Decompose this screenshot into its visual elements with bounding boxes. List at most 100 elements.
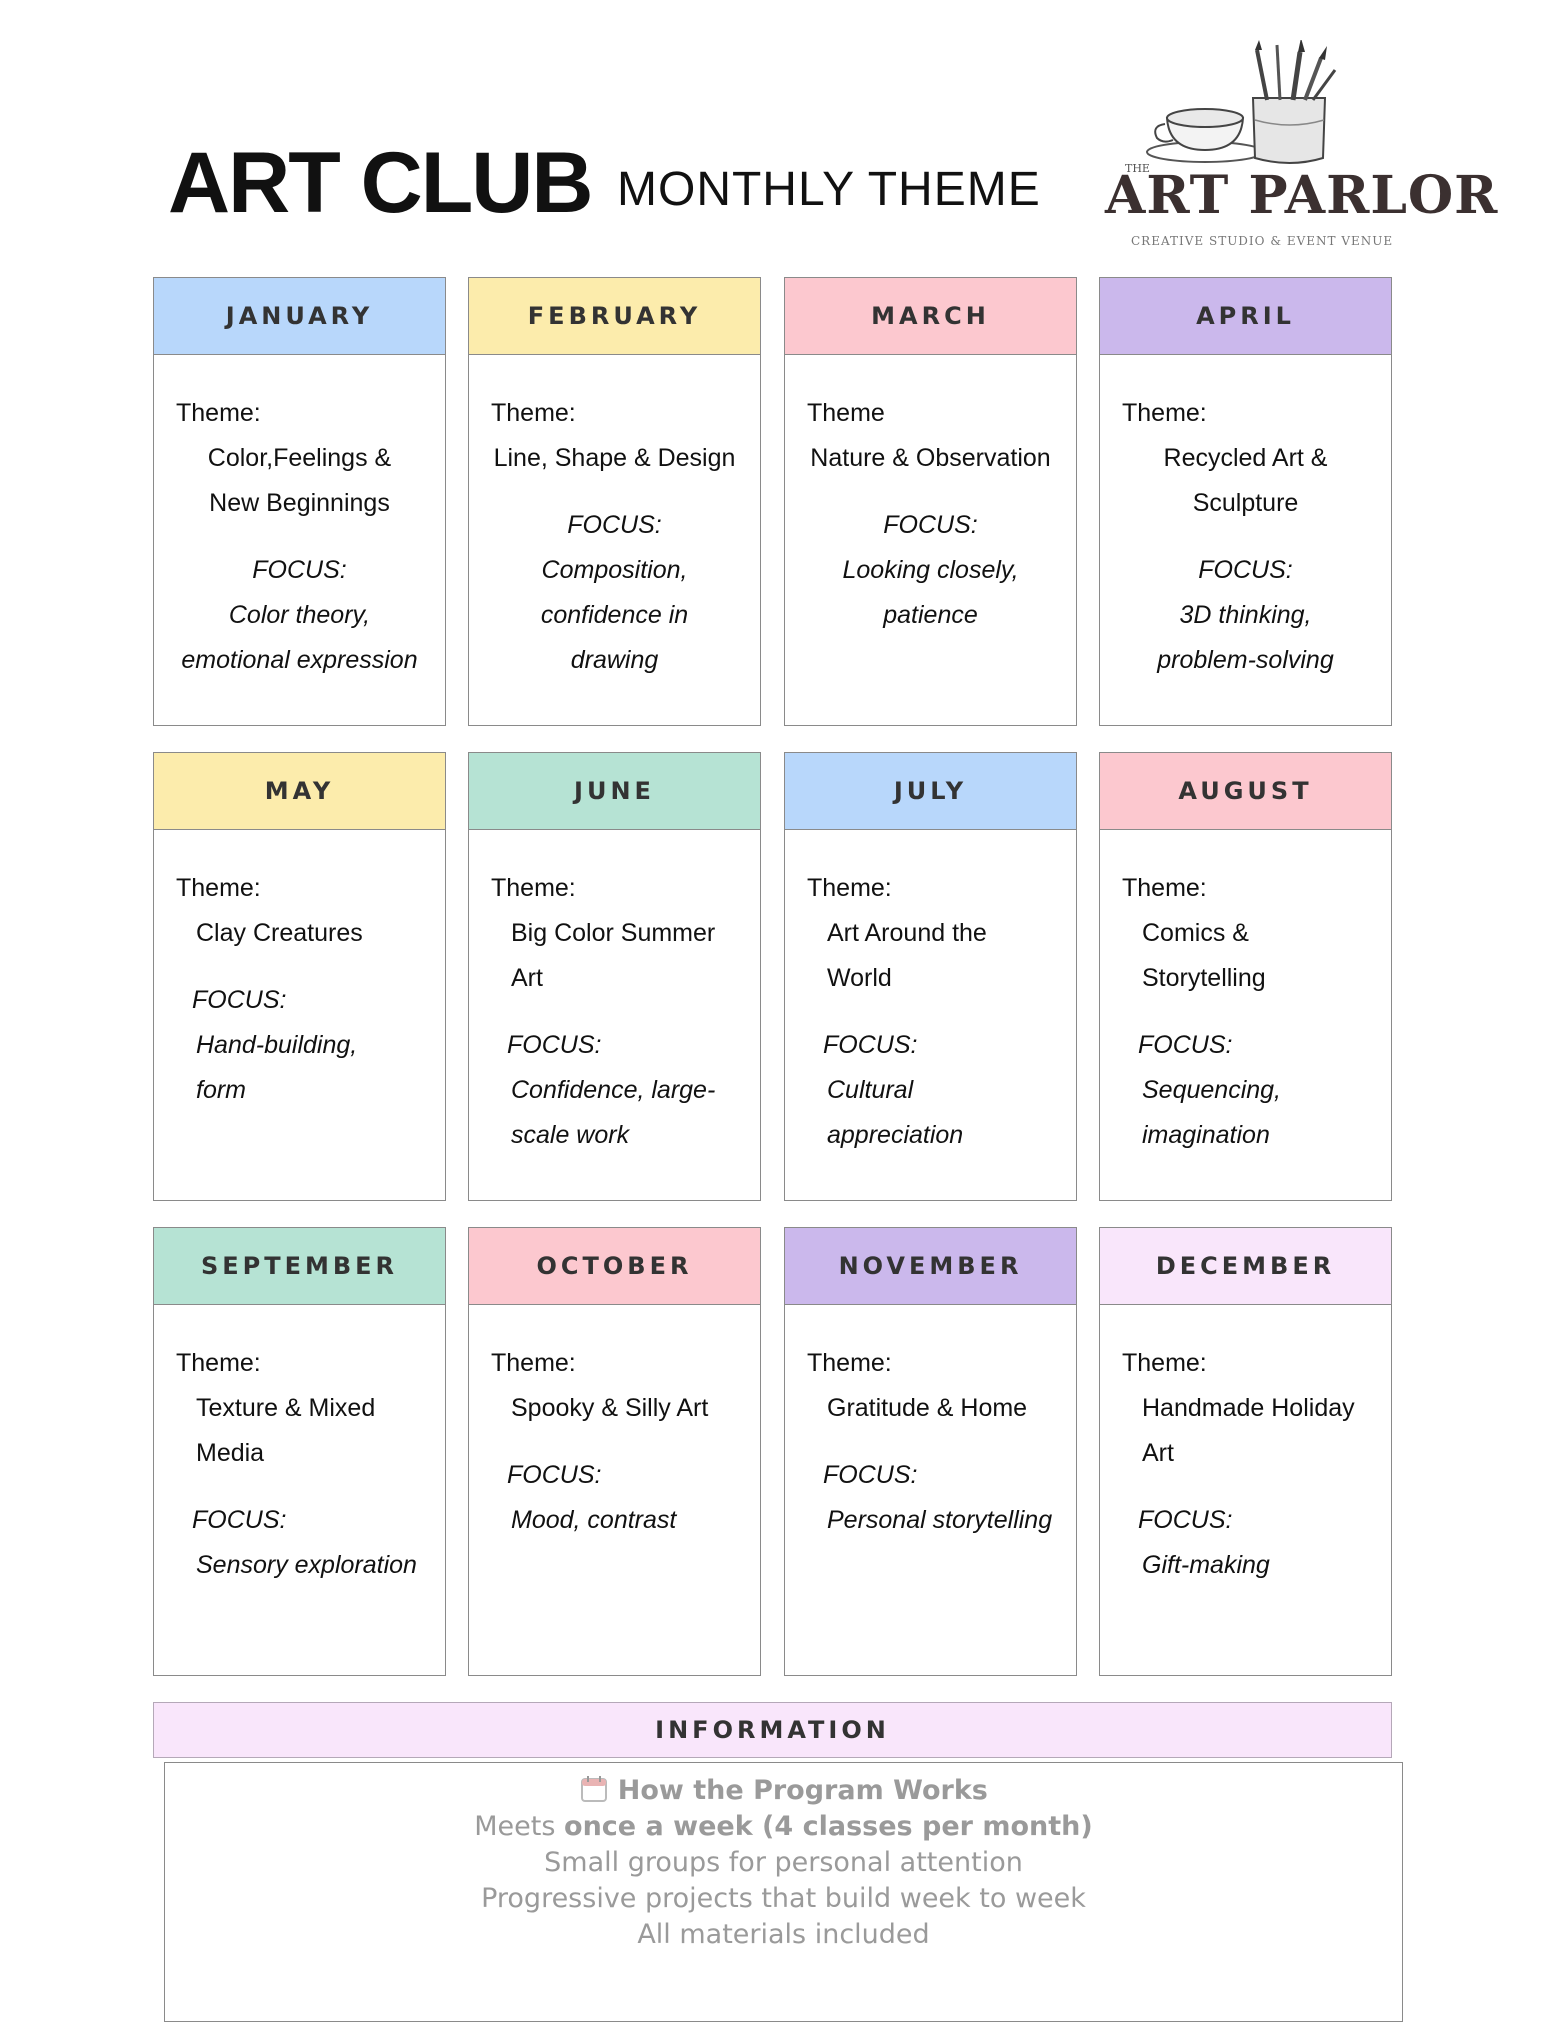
- month-card-october: OCTOBER Theme: Spooky & Silly Art FOCUS: Moo…: [468, 1227, 761, 1676]
- month-name: DECEMBER: [1100, 1228, 1391, 1305]
- month-name: MARCH: [785, 278, 1076, 355]
- theme-label: Theme:: [1122, 399, 1207, 427]
- theme-label: Theme:: [491, 1349, 576, 1377]
- month-name: FEBRUARY: [469, 278, 760, 355]
- month-body: Theme: Line, Shape & Design FOCUS: Composit…: [469, 355, 760, 683]
- month-body: Theme: Color,Feelings & New Beginnings FOCU…: [154, 355, 445, 683]
- month-name: AUGUST: [1100, 753, 1391, 830]
- page-title: ART CLUB: [168, 135, 593, 231]
- focus-text: form: [196, 1076, 246, 1104]
- month-card-july: JULY Theme: Art Around the World FOCUS: Cult…: [784, 752, 1077, 1201]
- month-name: SEPTEMBER: [154, 1228, 445, 1305]
- focus-label: FOCUS:: [567, 511, 662, 539]
- info-line: Small groups for personal attention: [544, 1847, 1023, 1878]
- month-card-april: APRIL Theme: Recycled Art & Sculpture FOCUS:…: [1099, 277, 1392, 726]
- page-subtitle: MONTHLY THEME: [617, 163, 1041, 216]
- month-card-december: DECEMBER Theme: Handmade Holiday Art FOCUS:…: [1099, 1227, 1392, 1676]
- theme-text: Big Color Summer Art: [511, 919, 716, 992]
- theme-label: Theme:: [176, 399, 261, 427]
- month-body: Theme: Texture & Mixed Media FOCUS: Sensory…: [154, 1305, 445, 1588]
- focus-label: FOCUS:: [192, 1506, 287, 1534]
- month-name: NOVEMBER: [785, 1228, 1076, 1305]
- theme-label: Theme:: [491, 399, 576, 427]
- focus-label: FOCUS:: [507, 1031, 602, 1059]
- focus-label: FOCUS:: [252, 556, 347, 584]
- info-line-schedule-pre: Meets: [474, 1811, 565, 1842]
- art-parlor-logo: THE ART PARLOR CREATIVE STUDIO & EVENT V…: [1095, 38, 1497, 270]
- focus-text: 3D thinking,: [1179, 601, 1312, 629]
- theme-text: Color,Feelings &: [207, 444, 392, 472]
- focus-text: Personal storytelling: [827, 1506, 1053, 1534]
- theme-text: New Beginnings: [209, 489, 390, 517]
- program-title: How the Program Works: [165, 1773, 1402, 1809]
- theme-text: Art Around the World: [827, 919, 987, 992]
- theme-text: Handmade Holiday Art: [1142, 1394, 1355, 1467]
- focus-text: drawing: [570, 646, 659, 674]
- theme-text: Clay Creatures: [196, 919, 363, 947]
- info-line: All materials included: [637, 1919, 930, 1950]
- focus-label: FOCUS:: [507, 1461, 602, 1489]
- focus-label: FOCUS:: [823, 1461, 918, 1489]
- focus-text: Confidence, large-: [511, 1076, 716, 1104]
- info-line: Progressive projects that build week to …: [481, 1883, 1086, 1914]
- theme-label: Theme:: [176, 1349, 261, 1377]
- focus-text: emotional expression: [181, 646, 418, 674]
- theme-text: Nature & Observation: [810, 444, 1051, 472]
- month-card-june: JUNE Theme: Big Color Summer Art FOCUS: Conf…: [468, 752, 761, 1201]
- focus-text: Looking closely,: [842, 556, 1019, 584]
- info-line-schedule-bold: once a week (4 classes per month): [564, 1811, 1093, 1842]
- focus-label: FOCUS:: [823, 1031, 918, 1059]
- theme-label: Theme:: [491, 874, 576, 902]
- theme-label: Theme:: [1122, 874, 1207, 902]
- month-name: JULY: [785, 753, 1076, 830]
- focus-text: Color theory,: [228, 601, 371, 629]
- month-body: Theme: Clay Creatures FOCUS: Hand-building,…: [154, 830, 445, 1113]
- focus-text: scale work: [511, 1121, 630, 1149]
- focus-label: FOCUS:: [883, 511, 978, 539]
- focus-text: patience: [883, 601, 978, 629]
- month-name: OCTOBER: [469, 1228, 760, 1305]
- calendar-icon: [579, 1775, 618, 1806]
- focus-text: Sequencing,: [1142, 1076, 1282, 1104]
- month-body: Theme: Recycled Art & Sculpture FOCUS: 3D th…: [1100, 355, 1391, 683]
- teacup-brushes-icon: [1146, 38, 1337, 164]
- focus-text: Sensory exploration: [196, 1551, 417, 1579]
- month-body: Theme Nature & Observation FOCUS: Looking c…: [785, 355, 1076, 638]
- theme-text: Line, Shape & Design: [493, 444, 736, 472]
- month-body: Theme: Spooky & Silly Art FOCUS: Mood, cont…: [469, 1305, 760, 1543]
- theme-label: Theme:: [1122, 1349, 1207, 1377]
- month-body: Theme: Handmade Holiday Art FOCUS: Gift-mak…: [1100, 1305, 1391, 1588]
- information-box: How the Program Works Meets once a week …: [164, 1762, 1403, 2022]
- month-name: APRIL: [1100, 278, 1391, 355]
- theme-label: Theme:: [176, 874, 261, 902]
- focus-text: Composition,: [541, 556, 688, 584]
- logo-tagline: CREATIVE STUDIO & EVENT VENUE: [1131, 234, 1394, 248]
- focus-label: FOCUS:: [192, 986, 287, 1014]
- focus-label: FOCUS:: [1138, 1506, 1233, 1534]
- theme-text: Texture & Mixed Media: [196, 1394, 376, 1467]
- focus-text: Hand-building,: [196, 1031, 358, 1059]
- theme-label: Theme:: [807, 1349, 892, 1377]
- month-card-january: JANUARY Theme: Color,Feelings & New Beginni…: [153, 277, 446, 726]
- theme-text: Recycled Art &: [1163, 444, 1328, 472]
- month-card-february: FEBRUARY Theme: Line, Shape & Design FOCUS:…: [468, 277, 761, 726]
- month-name: JUNE: [469, 753, 760, 830]
- month-card-september: SEPTEMBER Theme: Texture & Mixed Media FOCU…: [153, 1227, 446, 1676]
- theme-text: Gratitude & Home: [827, 1394, 1028, 1422]
- month-card-march: MARCH Theme Nature & Observation FOCUS: Look…: [784, 277, 1077, 726]
- month-body: Theme: Art Around the World FOCUS: Cultural…: [785, 830, 1076, 1158]
- logo-the: THE: [1125, 162, 1150, 175]
- focus-text: confidence in: [540, 601, 689, 629]
- month-card-november: NOVEMBER Theme: Gratitude & Home FOCUS: Pers…: [784, 1227, 1077, 1676]
- month-body: Theme: Big Color Summer Art FOCUS: Confiden…: [469, 830, 760, 1158]
- program-title-text: How the Program Works: [617, 1775, 988, 1806]
- focus-text: Cultural appreciation: [827, 1076, 964, 1149]
- information-heading: INFORMATION: [153, 1702, 1392, 1758]
- theme-text: Sculpture: [1192, 489, 1299, 517]
- focus-label: FOCUS:: [1138, 1031, 1233, 1059]
- theme-label: Theme: [807, 399, 885, 427]
- month-card-august: AUGUST Theme: Comics & Storytelling FOCUS: S…: [1099, 752, 1392, 1201]
- month-name: JANUARY: [154, 278, 445, 355]
- info-line-schedule: Meets once a week (4 classes per month): [165, 1809, 1402, 1845]
- focus-text: Gift-making: [1142, 1551, 1270, 1579]
